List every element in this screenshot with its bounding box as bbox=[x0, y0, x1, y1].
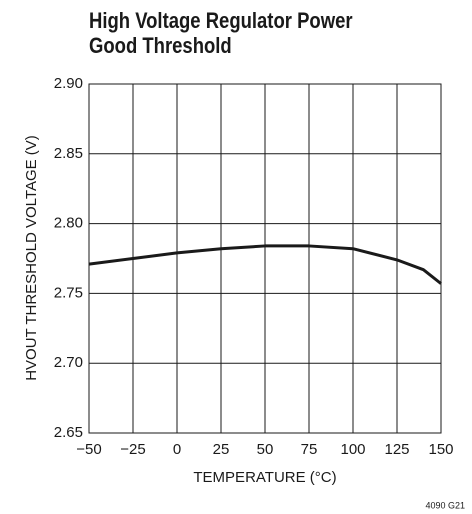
figure-note: 4090 G21 bbox=[425, 500, 465, 510]
x-tick-label: 125 bbox=[384, 441, 409, 458]
x-tick-label: 25 bbox=[213, 441, 230, 458]
y-tick-label: 2.65 bbox=[54, 424, 83, 441]
plot-frame bbox=[88, 83, 442, 434]
x-tick-label: 0 bbox=[173, 441, 181, 458]
x-tick-label: −50 bbox=[76, 441, 101, 458]
data-line bbox=[88, 244, 442, 285]
y-tick-label: 2.75 bbox=[54, 284, 83, 301]
x-tick-label: 100 bbox=[340, 441, 365, 458]
x-tick-label: 150 bbox=[428, 441, 453, 458]
x-axis-label: TEMPERATURE (°C) bbox=[193, 469, 336, 486]
x-tick-label: −25 bbox=[120, 441, 145, 458]
x-tick-label: 50 bbox=[257, 441, 274, 458]
y-axis-label: HVOUT THRESHOLD VOLTAGE (V) bbox=[23, 135, 40, 381]
y-tick-label: 2.90 bbox=[54, 75, 83, 92]
x-tick-label: 75 bbox=[301, 441, 318, 458]
y-tick-label: 2.80 bbox=[54, 215, 83, 232]
y-tick-label: 2.70 bbox=[54, 354, 83, 371]
chart-title: High Voltage Regulator Power Good Thresh… bbox=[89, 8, 353, 58]
y-tick-label: 2.85 bbox=[54, 145, 83, 162]
